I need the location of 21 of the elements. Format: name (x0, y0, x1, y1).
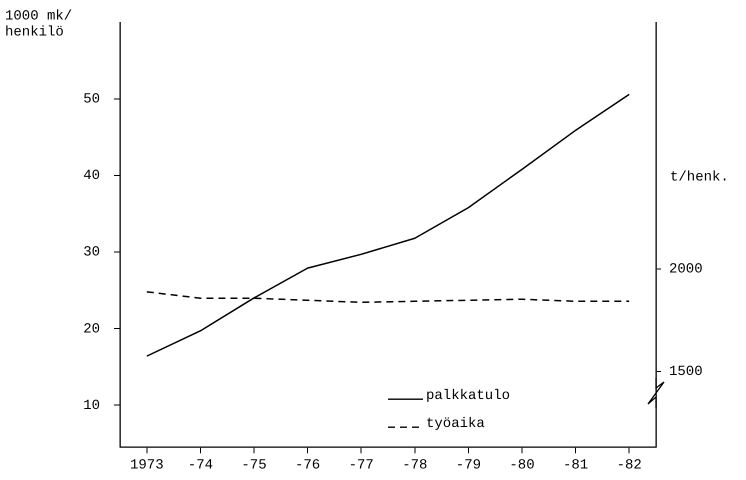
y-tick-label: 30 (83, 244, 100, 261)
y2-tick-label: 2000 (669, 262, 703, 278)
x-tick-label: -80 (509, 457, 535, 474)
x-tick-label: -75 (241, 457, 267, 474)
x-tick-label: -76 (294, 457, 320, 474)
y2-axis-title: t/henk. (670, 170, 729, 186)
y-tick-label: 40 (83, 168, 100, 184)
x-tick-label: -81 (562, 457, 588, 474)
x-tick-label: -77 (348, 457, 374, 474)
y-axis-title: 1000 mk/ henkilö (5, 8, 72, 41)
y-tick-label: 50 (83, 92, 100, 108)
x-tick-label: -78 (402, 457, 428, 474)
y2-tick-label: 1500 (669, 364, 703, 380)
y-tick-label: 20 (83, 321, 100, 338)
x-tick-label: 1973 (130, 457, 164, 474)
x-tick-label: -79 (456, 457, 482, 474)
y-tick-label: 10 (83, 398, 100, 414)
legend-label: työaika (426, 416, 485, 432)
x-tick-label: -74 (188, 457, 214, 474)
x-tick-label: -82 (616, 457, 642, 474)
legend-label: palkkatulo (426, 388, 510, 404)
